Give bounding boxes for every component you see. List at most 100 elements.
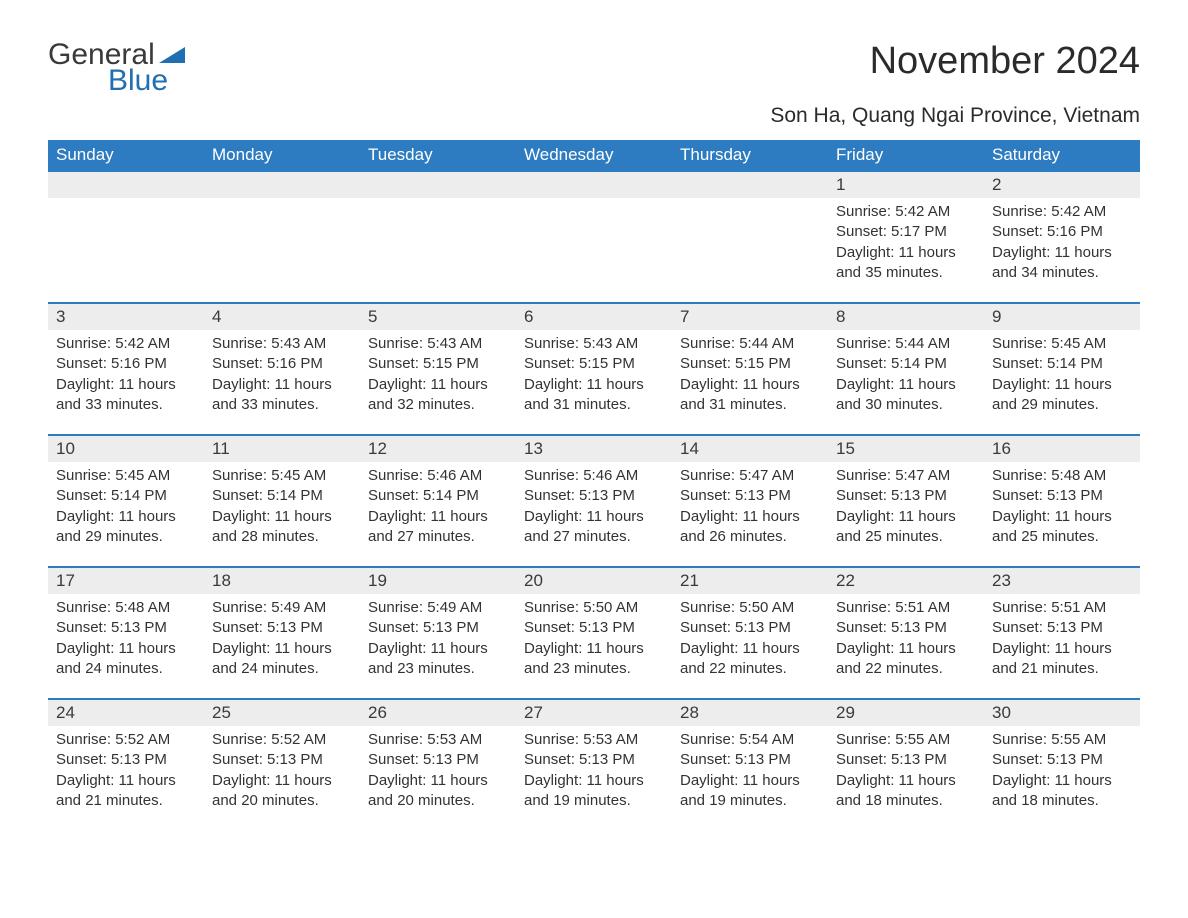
daylight-line: Daylight: 11 hours and 28 minutes. [212, 507, 352, 548]
calendar-day-cell [48, 170, 204, 302]
daylight-line: Daylight: 11 hours and 35 minutes. [836, 243, 976, 284]
calendar-week-row: 1Sunrise: 5:42 AMSunset: 5:17 PMDaylight… [48, 170, 1140, 302]
sunrise-line: Sunrise: 5:45 AM [212, 466, 352, 486]
day-details: Sunrise: 5:43 AMSunset: 5:16 PMDaylight:… [204, 330, 360, 425]
sunset-line: Sunset: 5:15 PM [368, 354, 508, 374]
sunrise-line: Sunrise: 5:42 AM [56, 334, 196, 354]
sunset-line: Sunset: 5:16 PM [212, 354, 352, 374]
day-number: 6 [516, 302, 672, 330]
calendar-day-header: Friday [828, 140, 984, 170]
day-details: Sunrise: 5:51 AMSunset: 5:13 PMDaylight:… [984, 594, 1140, 689]
sunrise-line: Sunrise: 5:45 AM [56, 466, 196, 486]
day-number: 17 [48, 566, 204, 594]
daylight-line: Daylight: 11 hours and 33 minutes. [56, 375, 196, 416]
day-details: Sunrise: 5:51 AMSunset: 5:13 PMDaylight:… [828, 594, 984, 689]
daylight-line: Daylight: 11 hours and 29 minutes. [56, 507, 196, 548]
sunset-line: Sunset: 5:13 PM [368, 618, 508, 638]
calendar-day-cell: 29Sunrise: 5:55 AMSunset: 5:13 PMDayligh… [828, 698, 984, 830]
calendar-day-cell: 25Sunrise: 5:52 AMSunset: 5:13 PMDayligh… [204, 698, 360, 830]
day-details: Sunrise: 5:49 AMSunset: 5:13 PMDaylight:… [204, 594, 360, 689]
logo-word2: Blue [48, 66, 185, 96]
daylight-line: Daylight: 11 hours and 21 minutes. [992, 639, 1132, 680]
day-number: 29 [828, 698, 984, 726]
sunset-line: Sunset: 5:14 PM [56, 486, 196, 506]
day-number: 22 [828, 566, 984, 594]
day-details: Sunrise: 5:54 AMSunset: 5:13 PMDaylight:… [672, 726, 828, 821]
calendar-day-cell: 2Sunrise: 5:42 AMSunset: 5:16 PMDaylight… [984, 170, 1140, 302]
page-header: General Blue November 2024 [48, 40, 1140, 96]
day-number: 11 [204, 434, 360, 462]
sunset-line: Sunset: 5:13 PM [992, 486, 1132, 506]
calendar-body: 1Sunrise: 5:42 AMSunset: 5:17 PMDaylight… [48, 170, 1140, 830]
calendar-week-row: 17Sunrise: 5:48 AMSunset: 5:13 PMDayligh… [48, 566, 1140, 698]
calendar-day-cell: 6Sunrise: 5:43 AMSunset: 5:15 PMDaylight… [516, 302, 672, 434]
sunrise-line: Sunrise: 5:49 AM [368, 598, 508, 618]
calendar-day-header: Tuesday [360, 140, 516, 170]
sunrise-line: Sunrise: 5:45 AM [992, 334, 1132, 354]
day-number: 16 [984, 434, 1140, 462]
day-number: 21 [672, 566, 828, 594]
calendar-day-cell [360, 170, 516, 302]
sunset-line: Sunset: 5:15 PM [524, 354, 664, 374]
sunset-line: Sunset: 5:16 PM [56, 354, 196, 374]
daylight-line: Daylight: 11 hours and 34 minutes. [992, 243, 1132, 284]
daylight-line: Daylight: 11 hours and 31 minutes. [680, 375, 820, 416]
sunrise-line: Sunrise: 5:44 AM [680, 334, 820, 354]
sunrise-line: Sunrise: 5:46 AM [368, 466, 508, 486]
calendar-day-cell: 10Sunrise: 5:45 AMSunset: 5:14 PMDayligh… [48, 434, 204, 566]
calendar-day-header: Sunday [48, 140, 204, 170]
day-number: 20 [516, 566, 672, 594]
day-number: 23 [984, 566, 1140, 594]
logo-flag-icon [159, 47, 185, 63]
sunset-line: Sunset: 5:13 PM [524, 750, 664, 770]
calendar-day-cell: 24Sunrise: 5:52 AMSunset: 5:13 PMDayligh… [48, 698, 204, 830]
day-number: 24 [48, 698, 204, 726]
day-details: Sunrise: 5:43 AMSunset: 5:15 PMDaylight:… [360, 330, 516, 425]
day-details: Sunrise: 5:47 AMSunset: 5:13 PMDaylight:… [672, 462, 828, 557]
day-number: 19 [360, 566, 516, 594]
calendar-week-row: 3Sunrise: 5:42 AMSunset: 5:16 PMDaylight… [48, 302, 1140, 434]
calendar-day-header: Thursday [672, 140, 828, 170]
calendar-day-cell: 26Sunrise: 5:53 AMSunset: 5:13 PMDayligh… [360, 698, 516, 830]
day-details: Sunrise: 5:42 AMSunset: 5:16 PMDaylight:… [984, 198, 1140, 293]
day-details: Sunrise: 5:55 AMSunset: 5:13 PMDaylight:… [984, 726, 1140, 821]
day-details: Sunrise: 5:44 AMSunset: 5:14 PMDaylight:… [828, 330, 984, 425]
sunset-line: Sunset: 5:13 PM [212, 750, 352, 770]
sunset-line: Sunset: 5:13 PM [836, 618, 976, 638]
sunset-line: Sunset: 5:14 PM [212, 486, 352, 506]
daylight-line: Daylight: 11 hours and 24 minutes. [56, 639, 196, 680]
day-number: 12 [360, 434, 516, 462]
daylight-line: Daylight: 11 hours and 23 minutes. [368, 639, 508, 680]
day-number: 30 [984, 698, 1140, 726]
sunset-line: Sunset: 5:13 PM [524, 486, 664, 506]
day-details: Sunrise: 5:42 AMSunset: 5:16 PMDaylight:… [48, 330, 204, 425]
daylight-line: Daylight: 11 hours and 30 minutes. [836, 375, 976, 416]
day-details: Sunrise: 5:48 AMSunset: 5:13 PMDaylight:… [48, 594, 204, 689]
day-details: Sunrise: 5:45 AMSunset: 5:14 PMDaylight:… [984, 330, 1140, 425]
calendar-day-header: Wednesday [516, 140, 672, 170]
day-number: 27 [516, 698, 672, 726]
daylight-line: Daylight: 11 hours and 32 minutes. [368, 375, 508, 416]
calendar-day-cell: 23Sunrise: 5:51 AMSunset: 5:13 PMDayligh… [984, 566, 1140, 698]
sunset-line: Sunset: 5:14 PM [992, 354, 1132, 374]
sunset-line: Sunset: 5:13 PM [56, 750, 196, 770]
sunrise-line: Sunrise: 5:53 AM [524, 730, 664, 750]
daylight-line: Daylight: 11 hours and 33 minutes. [212, 375, 352, 416]
day-number: 18 [204, 566, 360, 594]
daylight-line: Daylight: 11 hours and 18 minutes. [836, 771, 976, 812]
calendar-day-cell: 14Sunrise: 5:47 AMSunset: 5:13 PMDayligh… [672, 434, 828, 566]
sunrise-line: Sunrise: 5:48 AM [992, 466, 1132, 486]
sunrise-line: Sunrise: 5:49 AM [212, 598, 352, 618]
calendar-day-cell: 18Sunrise: 5:49 AMSunset: 5:13 PMDayligh… [204, 566, 360, 698]
day-details: Sunrise: 5:52 AMSunset: 5:13 PMDaylight:… [48, 726, 204, 821]
daylight-line: Daylight: 11 hours and 23 minutes. [524, 639, 664, 680]
day-details: Sunrise: 5:50 AMSunset: 5:13 PMDaylight:… [672, 594, 828, 689]
sunset-line: Sunset: 5:13 PM [836, 486, 976, 506]
sunset-line: Sunset: 5:15 PM [680, 354, 820, 374]
sunrise-line: Sunrise: 5:55 AM [992, 730, 1132, 750]
day-details: Sunrise: 5:46 AMSunset: 5:14 PMDaylight:… [360, 462, 516, 557]
page-title: November 2024 [870, 40, 1140, 83]
calendar-day-cell: 8Sunrise: 5:44 AMSunset: 5:14 PMDaylight… [828, 302, 984, 434]
day-details: Sunrise: 5:55 AMSunset: 5:13 PMDaylight:… [828, 726, 984, 821]
daylight-line: Daylight: 11 hours and 21 minutes. [56, 771, 196, 812]
